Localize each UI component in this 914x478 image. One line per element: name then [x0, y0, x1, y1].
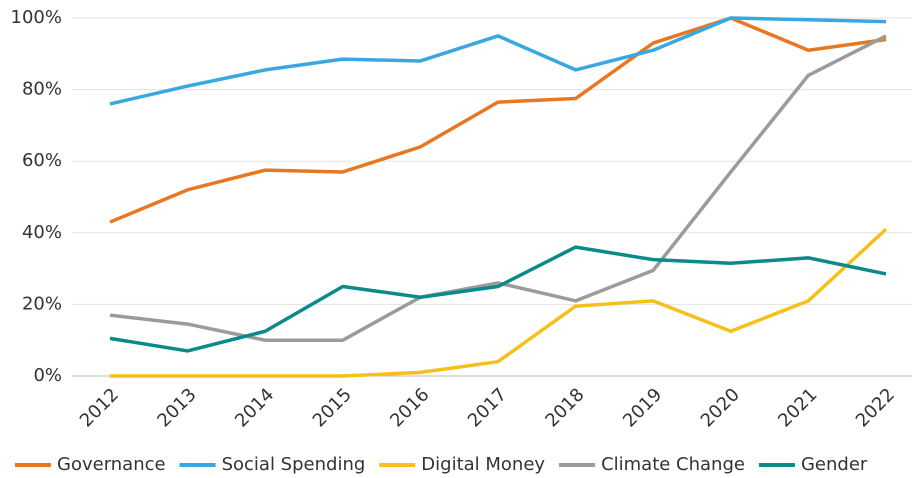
x-tick-label: 2017 — [464, 384, 511, 431]
x-tick-label: 2013 — [153, 384, 200, 431]
data-line — [109, 245, 887, 353]
y-tick-label: 80% — [22, 79, 62, 100]
x-tick-label: 2014 — [231, 384, 278, 431]
x-tick-label: 2012 — [76, 384, 123, 431]
data-line — [109, 16, 887, 224]
x-tick-label: 2020 — [697, 384, 744, 431]
legend-label: Gender — [801, 454, 868, 475]
y-tick-label: 0% — [33, 365, 62, 386]
x-tick-label: 2021 — [774, 384, 821, 431]
y-tick-label: 20% — [22, 293, 62, 314]
data-line — [109, 16, 887, 106]
x-tick-label: 2018 — [541, 384, 588, 431]
y-tick-label: 40% — [22, 222, 62, 243]
data-line — [110, 227, 888, 378]
x-tick-label: 2019 — [619, 384, 666, 431]
y-tick-label: 60% — [22, 150, 62, 171]
legend-label: Digital Money — [421, 454, 545, 475]
data-line — [109, 34, 887, 342]
legend-label: Governance — [57, 454, 166, 475]
legend-label: Social Spending — [222, 454, 366, 475]
legend-label: Climate Change — [601, 454, 745, 475]
y-tick-label: 100% — [11, 7, 62, 28]
x-tick-label: 2016 — [386, 384, 433, 431]
x-tick-label: 2015 — [309, 384, 356, 431]
x-tick-label: 2022 — [852, 384, 899, 431]
